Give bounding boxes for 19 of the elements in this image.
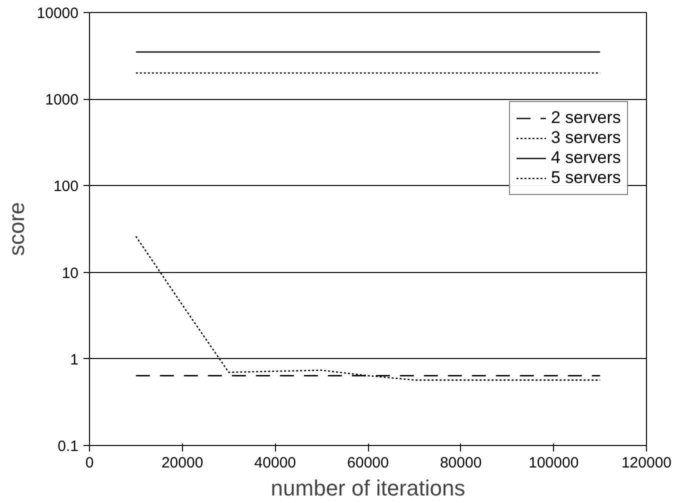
y-tick-label: 10 bbox=[62, 264, 79, 282]
legend-label: 4 servers bbox=[551, 148, 621, 168]
legend-label: 2 servers bbox=[551, 108, 621, 128]
y-tick-label: 0.1 bbox=[58, 438, 79, 455]
y-tick-label: 1000 bbox=[45, 92, 79, 109]
x-tick-label: 20000 bbox=[161, 454, 204, 472]
legend-label: 3 servers bbox=[551, 128, 621, 148]
y-tick-label: 1 bbox=[70, 351, 78, 368]
x-tick-label: 80000 bbox=[440, 454, 482, 472]
y-axis-title: score bbox=[4, 202, 29, 256]
x-tick-label: 100000 bbox=[528, 454, 579, 472]
y-tick-label: 10000 bbox=[36, 5, 79, 22]
x-axis-title: number of iterations bbox=[270, 476, 466, 500]
x-tick-label: 0 bbox=[85, 454, 94, 472]
y-tick-label: 100 bbox=[53, 178, 79, 196]
x-tick-label: 40000 bbox=[254, 454, 296, 472]
legend-label: 5 servers bbox=[551, 168, 621, 188]
x-tick-label: 120000 bbox=[621, 454, 672, 472]
x-tick-label: 60000 bbox=[347, 454, 389, 472]
